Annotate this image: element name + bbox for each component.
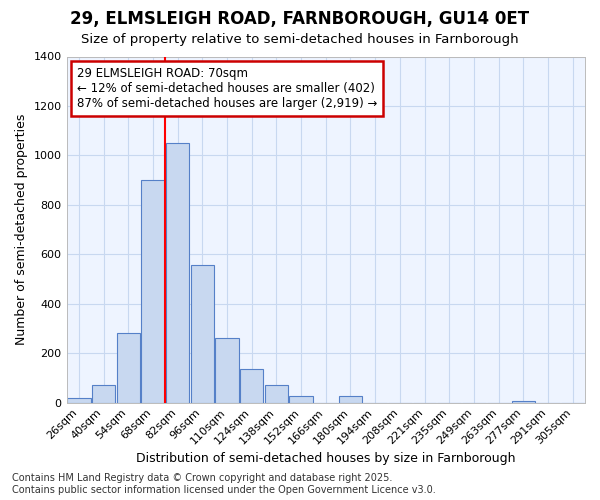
Text: Contains HM Land Registry data © Crown copyright and database right 2025.
Contai: Contains HM Land Registry data © Crown c…	[12, 474, 436, 495]
Text: 29 ELMSLEIGH ROAD: 70sqm
← 12% of semi-detached houses are smaller (402)
87% of : 29 ELMSLEIGH ROAD: 70sqm ← 12% of semi-d…	[77, 67, 377, 110]
Bar	[116, 334, 140, 402]
Bar	[215, 338, 239, 402]
Bar	[240, 369, 263, 402]
Text: 29, ELMSLEIGH ROAD, FARNBOROUGH, GU14 0ET: 29, ELMSLEIGH ROAD, FARNBOROUGH, GU14 0E…	[70, 10, 530, 28]
Bar	[339, 396, 362, 402]
Bar	[92, 386, 115, 402]
Bar	[67, 398, 91, 402]
Bar	[191, 266, 214, 402]
Bar	[141, 180, 164, 402]
Text: Size of property relative to semi-detached houses in Farnborough: Size of property relative to semi-detach…	[81, 32, 519, 46]
Y-axis label: Number of semi-detached properties: Number of semi-detached properties	[15, 114, 28, 345]
Bar	[265, 386, 288, 402]
Bar	[166, 143, 190, 403]
Bar	[289, 396, 313, 402]
X-axis label: Distribution of semi-detached houses by size in Farnborough: Distribution of semi-detached houses by …	[136, 452, 515, 465]
